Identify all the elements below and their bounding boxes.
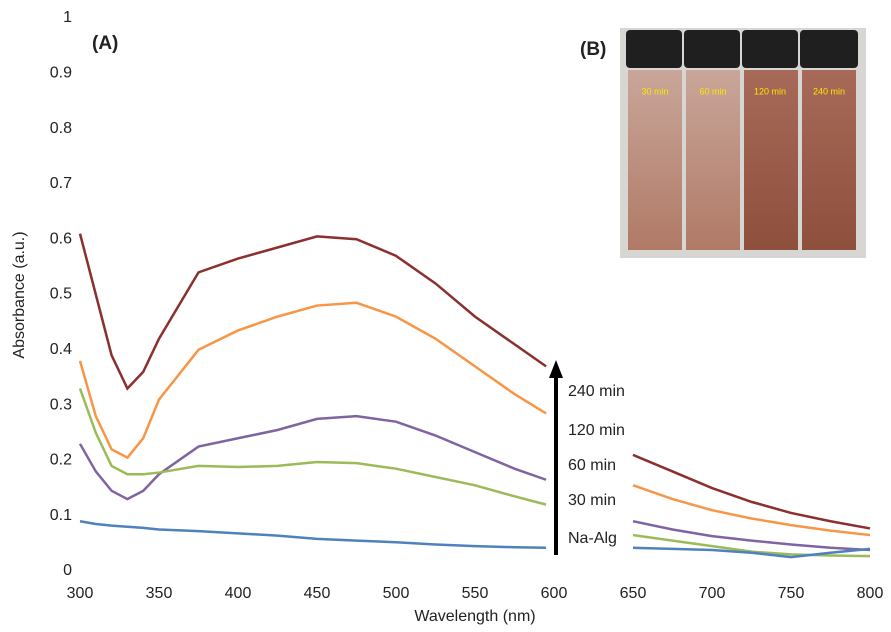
y-tick-label: 0.7 xyxy=(50,175,72,192)
y-tick-label: 0.2 xyxy=(50,452,72,469)
series-line xyxy=(78,301,871,537)
legend-label: 240 min xyxy=(568,383,625,400)
x-tick-label: 450 xyxy=(304,585,331,602)
x-tick-label: 750 xyxy=(778,585,805,602)
y-axis-title: Absorbance (a.u.) xyxy=(11,231,28,358)
legend-label: 60 min xyxy=(568,457,616,474)
x-tick-label: 600 xyxy=(541,585,568,602)
panel-label: (A) xyxy=(92,33,118,54)
y-tick-label: 0.8 xyxy=(50,120,72,137)
x-axis-title: Wavelength (nm) xyxy=(414,608,535,625)
series-line xyxy=(78,414,871,552)
y-tick-label: 0 xyxy=(63,562,72,579)
y-tick-label: 0.6 xyxy=(50,230,72,247)
y-tick-label: 1 xyxy=(63,9,72,26)
x-tick-label: 550 xyxy=(462,585,489,602)
inset-photo xyxy=(620,28,866,258)
y-tick-label: 0.3 xyxy=(50,396,72,413)
legend-label: 30 min xyxy=(568,492,616,509)
trend-arrow xyxy=(549,360,563,555)
x-tick-label: 650 xyxy=(620,585,647,602)
series-line xyxy=(79,519,871,559)
legend-label: 120 min xyxy=(568,422,625,439)
y-tick-label: 0.5 xyxy=(50,286,72,303)
vial-label: 120 min xyxy=(754,86,786,96)
vial-label: 240 min xyxy=(813,86,845,96)
series-line xyxy=(78,233,871,530)
x-tick-label: 500 xyxy=(383,585,410,602)
x-tick-label: 700 xyxy=(699,585,726,602)
panel-label: (B) xyxy=(580,39,606,60)
x-tick-label: 800 xyxy=(857,585,884,602)
x-tick-label: 300 xyxy=(67,585,94,602)
x-tick-label: 400 xyxy=(225,585,252,602)
y-tick-label: 0.4 xyxy=(50,341,72,358)
vial-label: 30 min xyxy=(641,86,668,96)
vial-label: 60 min xyxy=(699,86,726,96)
y-tick-label: 0.1 xyxy=(50,507,72,524)
legend-label: Na-Alg xyxy=(568,530,617,547)
y-tick-label: 0.9 xyxy=(50,65,72,82)
x-tick-label: 350 xyxy=(146,585,173,602)
